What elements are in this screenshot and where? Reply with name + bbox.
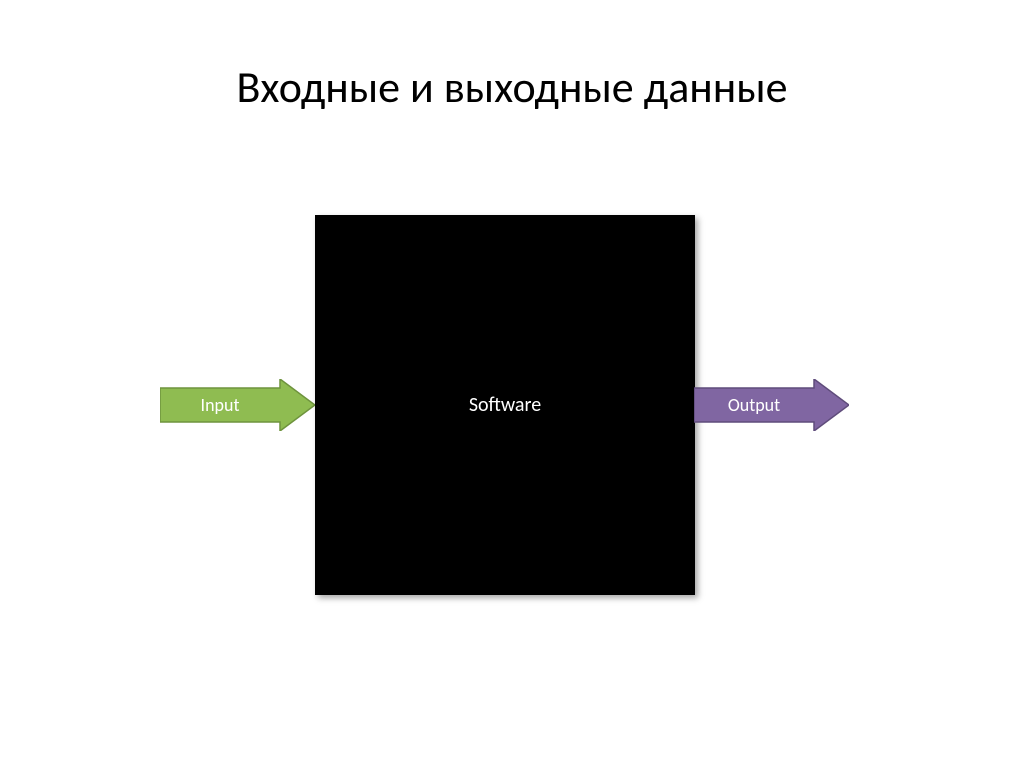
input-arrow-label: Input <box>160 379 280 431</box>
output-arrow-label: Output <box>694 379 814 431</box>
slide-title: Входные и выходные данные <box>0 60 1024 114</box>
input-arrow: Input <box>160 379 315 431</box>
software-box: Software <box>315 215 695 595</box>
output-arrow: Output <box>694 379 849 431</box>
software-box-label: Software <box>469 393 541 417</box>
diagram-container: Input Software Output <box>0 215 1024 615</box>
